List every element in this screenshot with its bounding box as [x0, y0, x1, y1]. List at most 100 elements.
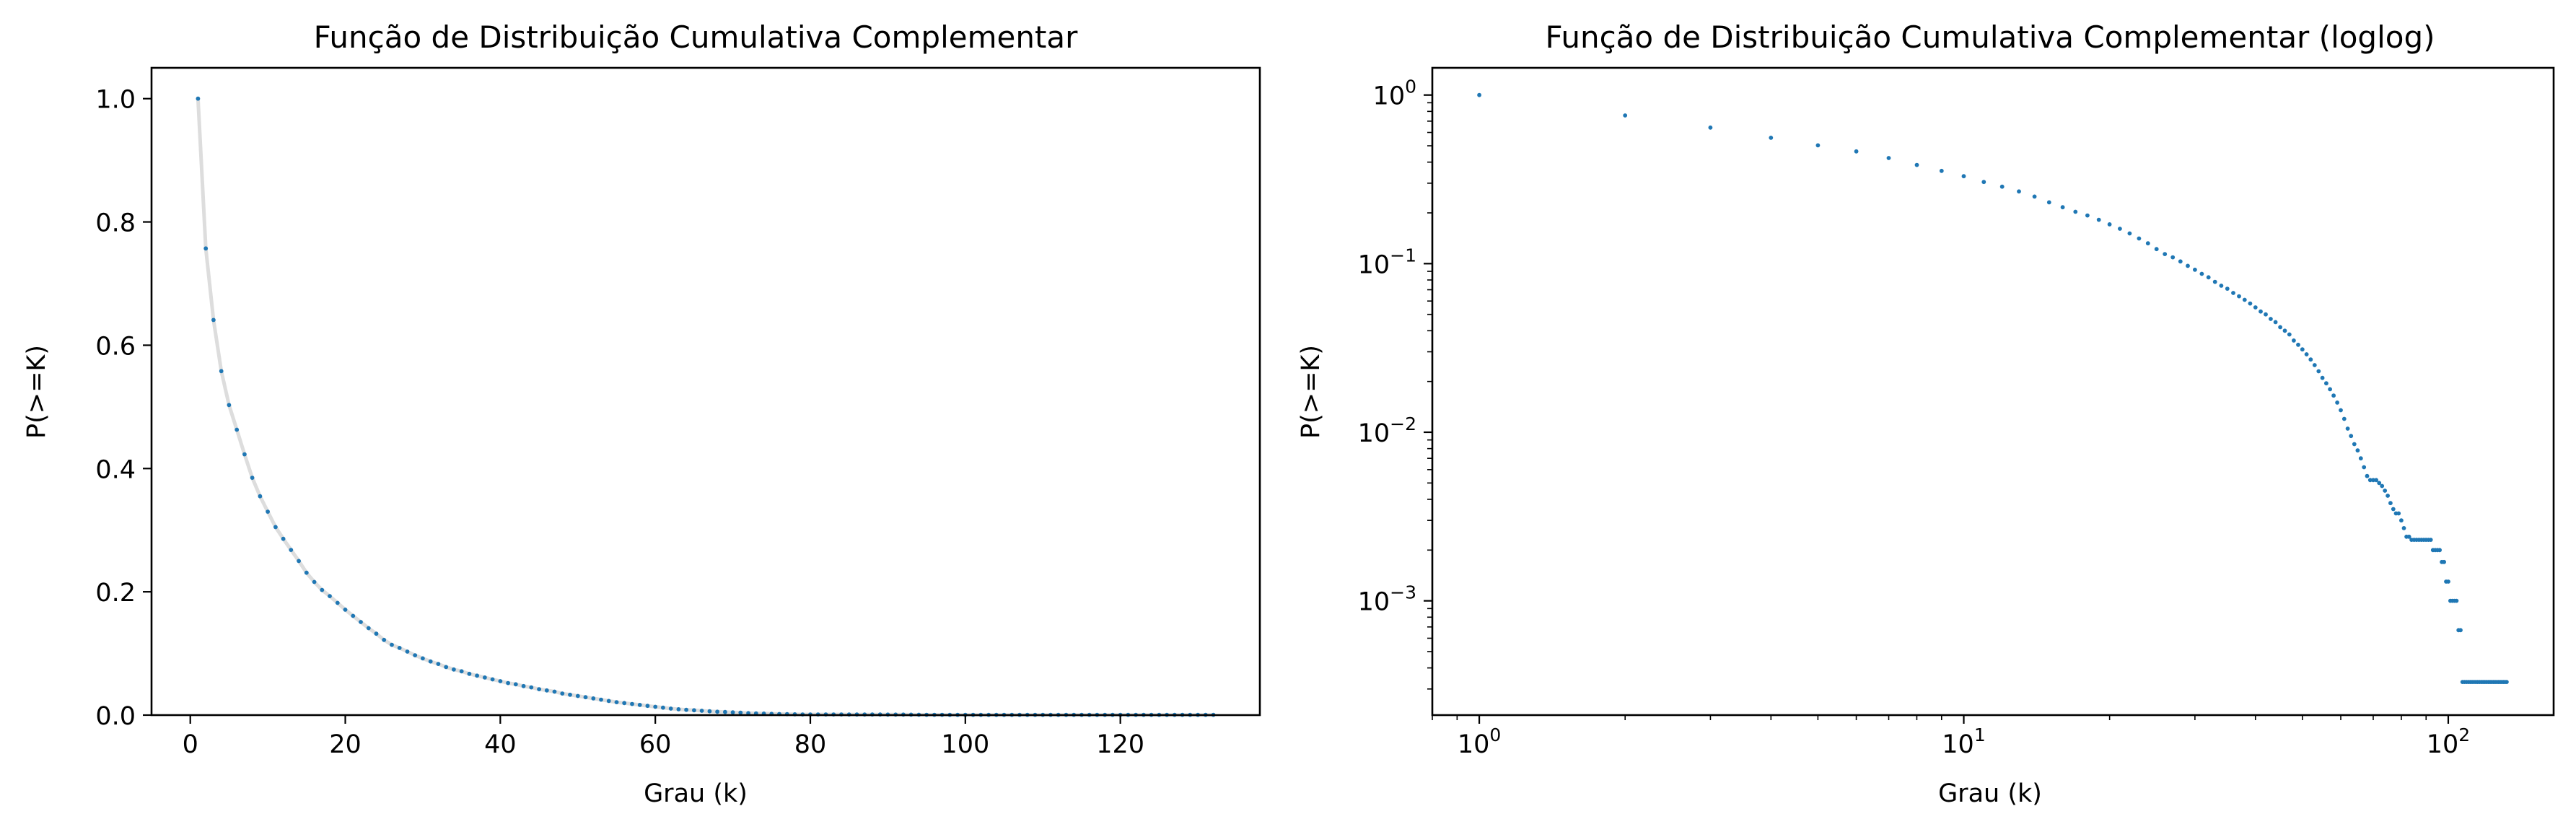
data-point: [2032, 194, 2037, 199]
data-point: [2282, 328, 2287, 333]
data-point: [2178, 259, 2183, 264]
data-point: [2237, 294, 2241, 299]
data-point: [2312, 363, 2317, 367]
data-point: [692, 708, 696, 713]
tick-label: 20: [329, 730, 362, 759]
y-axis-label: P(>=K): [1297, 345, 1326, 439]
data-point: [591, 696, 596, 701]
data-point: [529, 685, 534, 690]
data-point: [552, 689, 557, 694]
data-point: [2458, 628, 2463, 633]
tick-label: 1.0: [95, 86, 136, 115]
data-point: [436, 662, 441, 666]
tick-label: 100: [941, 730, 989, 759]
data-point: [2304, 352, 2309, 356]
data-point: [281, 536, 286, 541]
data-point: [2046, 200, 2051, 205]
data-point: [723, 709, 727, 714]
data-point: [2399, 518, 2404, 523]
data-point: [2380, 483, 2385, 489]
data-series: [196, 96, 1216, 717]
data-point: [459, 669, 464, 674]
ccdf-linear-panel: Função de Distribuição Cumulativa Comple…: [22, 19, 1261, 808]
data-point: [2259, 309, 2263, 314]
data-point: [2335, 400, 2340, 405]
data-point: [2358, 456, 2363, 461]
data-point: [2388, 501, 2393, 506]
data-point: [2096, 217, 2101, 222]
data-point: [2085, 213, 2090, 218]
axes: 100 101 102 10−3 10−2 10−1 100: [1358, 76, 2471, 759]
data-point: [738, 710, 743, 715]
data-point: [2396, 511, 2401, 516]
data-point: [196, 96, 201, 101]
data-point: [2371, 478, 2375, 483]
data-point: [211, 318, 216, 323]
data-point: [2107, 222, 2112, 227]
data-point: [374, 631, 379, 636]
data-point: [506, 680, 510, 686]
data-point: [2328, 387, 2333, 392]
data-point: [2296, 342, 2300, 347]
data-point: [2341, 416, 2347, 421]
data-point: [382, 637, 387, 642]
data-point: [304, 570, 309, 575]
data-point: [203, 246, 209, 251]
data-point: [351, 613, 356, 618]
data-point: [2137, 236, 2142, 241]
tick-label: 101: [1942, 724, 1985, 759]
data-point: [614, 700, 619, 704]
data-point: [730, 710, 735, 715]
data-point: [2273, 320, 2278, 325]
data-point: [390, 642, 394, 647]
tick-label: 102: [2427, 724, 2470, 759]
plot-frame: [150, 66, 1261, 717]
data-series: [1477, 92, 2509, 684]
tick-label: 0.6: [95, 332, 136, 361]
data-point: [289, 548, 294, 552]
data-point: [2292, 338, 2296, 343]
data-point: [359, 620, 363, 624]
data-point: [560, 691, 565, 696]
data-point: [2352, 442, 2357, 447]
data-point: [1939, 168, 1944, 173]
data-point: [2186, 263, 2190, 268]
data-point: [583, 695, 588, 700]
data-point: [2118, 227, 2122, 231]
data-point: [2212, 279, 2217, 284]
data-point: [661, 705, 665, 710]
data-point: [2073, 209, 2078, 214]
data-point: [2193, 267, 2197, 272]
data-point: [2269, 317, 2273, 321]
data-point: [2170, 255, 2176, 260]
data-point: [2355, 448, 2360, 453]
data-point: [521, 683, 526, 688]
data-point: [475, 673, 479, 678]
data-point: [2454, 598, 2459, 603]
tick-label: 0.8: [95, 209, 136, 238]
data-point: [2324, 381, 2329, 386]
tick-label: 0.4: [95, 455, 136, 484]
data-point: [2154, 247, 2159, 252]
chart-title: Função de Distribuição Cumulativa Comple…: [314, 19, 1079, 55]
data-point: [622, 701, 627, 706]
data-point: [343, 608, 348, 612]
data-point: [467, 671, 472, 676]
data-point: [444, 665, 449, 670]
data-point: [428, 659, 433, 664]
data-point: [2442, 559, 2447, 564]
data-point: [537, 687, 541, 691]
y-axis-label: P(>=K): [22, 345, 51, 439]
data-point: [2219, 284, 2224, 288]
data-point: [2437, 548, 2443, 553]
tick-label: 0.0: [95, 702, 136, 731]
data-point: [328, 594, 332, 598]
data-point: [250, 476, 255, 480]
data-point: [1854, 149, 1859, 154]
data-point: [1477, 92, 1481, 97]
data-point: [2339, 408, 2343, 413]
data-point: [483, 675, 487, 680]
data-point: [235, 427, 240, 432]
data-point: [2374, 478, 2379, 483]
data-point: [1769, 136, 1774, 140]
